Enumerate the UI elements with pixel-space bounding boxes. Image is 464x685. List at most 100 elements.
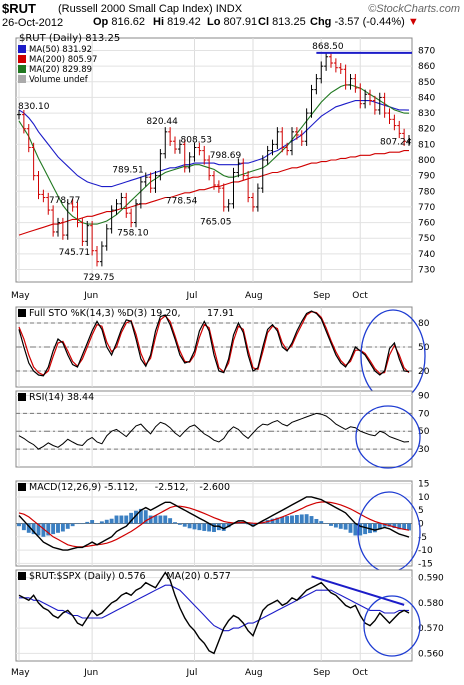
x-tick-label: Jul <box>186 668 198 678</box>
y-tick-label: 10 <box>418 493 430 503</box>
x-tick-label: Aug <box>245 291 263 301</box>
x-tick-label: Oct <box>352 291 368 301</box>
macd-histogram-bar <box>402 523 407 530</box>
highlight-circle <box>355 405 421 469</box>
y-tick-label: 20 <box>418 367 430 377</box>
y-tick-label: -15 <box>418 559 433 569</box>
price-annotation: 778.77 <box>49 196 81 206</box>
y-tick-label: 30 <box>418 445 430 455</box>
macd-histogram-bar <box>280 516 285 524</box>
stochastic-panel: 20 50 80 Full STO %K(14,3) %D(3) 19.20, 17.9… <box>15 306 430 403</box>
macd-histogram-bar <box>31 523 36 535</box>
y-tick-label: 750 <box>418 234 435 244</box>
legend-entry: -2.512, <box>155 482 189 493</box>
x-tick-label: Sep <box>313 668 330 678</box>
macd-histogram-bar <box>343 523 348 530</box>
macd-histogram-bar <box>353 523 358 536</box>
macd-histogram-bar <box>358 523 363 536</box>
y-tick-label: 0 <box>418 520 424 530</box>
brand-label: ©StockCharts.com <box>368 3 460 15</box>
macd-panel: -15 -10 -5 0 5 10 15 MACD(12,26,9) -5.112, -2.51… <box>15 480 433 573</box>
macd-histogram-bar <box>21 523 26 531</box>
macd-histogram-bar <box>392 523 397 529</box>
macd-histogram-bar <box>163 515 168 524</box>
y-tick-label: -10 <box>418 546 433 556</box>
ratio-frame <box>15 569 413 662</box>
macd-histogram-bar <box>363 523 368 535</box>
macd-histogram-bar <box>221 523 226 531</box>
rsi-panel: 30 50 70 90 RSI(14) 38.44 <box>15 390 430 469</box>
legend-entry: $RUT:$SPX (Daily) 0.576 <box>29 571 146 582</box>
exchange-label: INDX <box>215 3 243 15</box>
x-tick-label: Sep <box>313 291 330 301</box>
macd-histogram-bar <box>338 523 343 529</box>
chart-header: $RUT (Russell 2000 Small Cap Index) INDX… <box>0 0 464 32</box>
macd-histogram-bar <box>41 523 46 537</box>
macd-histogram-bar <box>143 510 148 524</box>
y-tick-label: 830 <box>418 109 435 119</box>
index-description: (Russell 2000 Small Cap Index) INDX <box>58 3 242 15</box>
price-panel: 730 740 750 760 770 780 790 800 810 820 830 840 850 8… <box>15 33 435 283</box>
macd-histogram-bar <box>173 522 177 524</box>
price-annotation: 729.75 <box>83 273 115 283</box>
macd-histogram-bar <box>329 523 333 526</box>
price-annotation: 820.44 <box>146 117 178 127</box>
open-quote: Op 816.62 <box>93 16 145 28</box>
macd-histogram-bar <box>65 523 70 529</box>
low-label: Lo <box>207 16 221 28</box>
macd-histogram-bar <box>319 521 324 524</box>
price-annotation: 807.24 <box>380 138 412 148</box>
close-quote: Cl 813.25 <box>258 16 306 28</box>
macd-histogram-bar <box>324 523 329 524</box>
price-annotation: 745.71 <box>59 248 91 258</box>
legend-swatch <box>18 309 26 317</box>
macd-histogram-bar <box>60 523 65 532</box>
macd-histogram-bar <box>85 521 90 524</box>
legend-swatch <box>18 45 26 53</box>
y-tick-label: 50 <box>418 427 430 437</box>
macd-histogram-bar <box>192 523 197 530</box>
macd-histogram-bar <box>309 516 314 524</box>
y-tick-label: -5 <box>418 533 427 543</box>
y-tick-label: 800 <box>418 156 435 166</box>
macd-histogram-bar <box>348 523 353 533</box>
legend-swatch <box>18 393 26 401</box>
macd-histogram-bar <box>290 515 294 524</box>
change-quote: Chg -3.57 (-0.44%) ▼ <box>310 16 419 28</box>
y-tick-label: 90 <box>418 391 430 401</box>
y-tick-label: 0.570 <box>418 624 444 634</box>
macd-histogram-bar <box>397 523 402 530</box>
legend-entry: MA(20) 829.89 <box>29 65 92 75</box>
price-legend-title: $RUT (Daily) 813.25 <box>19 33 120 44</box>
legend-entry: Volume undef <box>29 75 89 85</box>
macd-histogram-bar <box>158 515 163 524</box>
macd-histogram-bar <box>119 515 124 524</box>
macd-histogram-bar <box>299 514 304 524</box>
ratio-panel: 0.560 0.570 0.580 0.590 $RUT:$SPX (Daily) 0.… <box>15 569 444 662</box>
macd-histogram-bar <box>177 523 182 525</box>
y-tick-label: 70 <box>418 409 430 419</box>
macd-histogram-bar <box>377 523 382 530</box>
ma20-line <box>18 84 410 225</box>
x-tick-label: Jun <box>83 291 98 301</box>
y-tick-label: 50 <box>418 343 430 353</box>
macd-histogram-bar <box>168 518 173 524</box>
macd-line <box>18 496 410 551</box>
y-tick-label: 0.590 <box>418 574 444 584</box>
y-tick-label: 810 <box>418 140 435 150</box>
y-tick-label: 760 <box>418 219 435 229</box>
macd-histogram-bar <box>407 523 411 531</box>
macd-histogram-bar <box>129 512 134 524</box>
x-tick-label: Jul <box>186 291 198 301</box>
high-quote: Hi 819.42 <box>153 16 201 28</box>
macd-histogram-bar <box>285 516 290 524</box>
macd-histogram-bar <box>70 523 75 527</box>
price-annotation: 830.10 <box>18 102 50 112</box>
y-tick-label: 870 <box>418 47 435 57</box>
macd-histogram-bar <box>109 518 114 524</box>
x-tick-label: Oct <box>352 668 368 678</box>
macd-histogram-bar <box>275 517 280 524</box>
highlight-circle <box>363 595 421 657</box>
macd-histogram-bar <box>46 523 51 536</box>
